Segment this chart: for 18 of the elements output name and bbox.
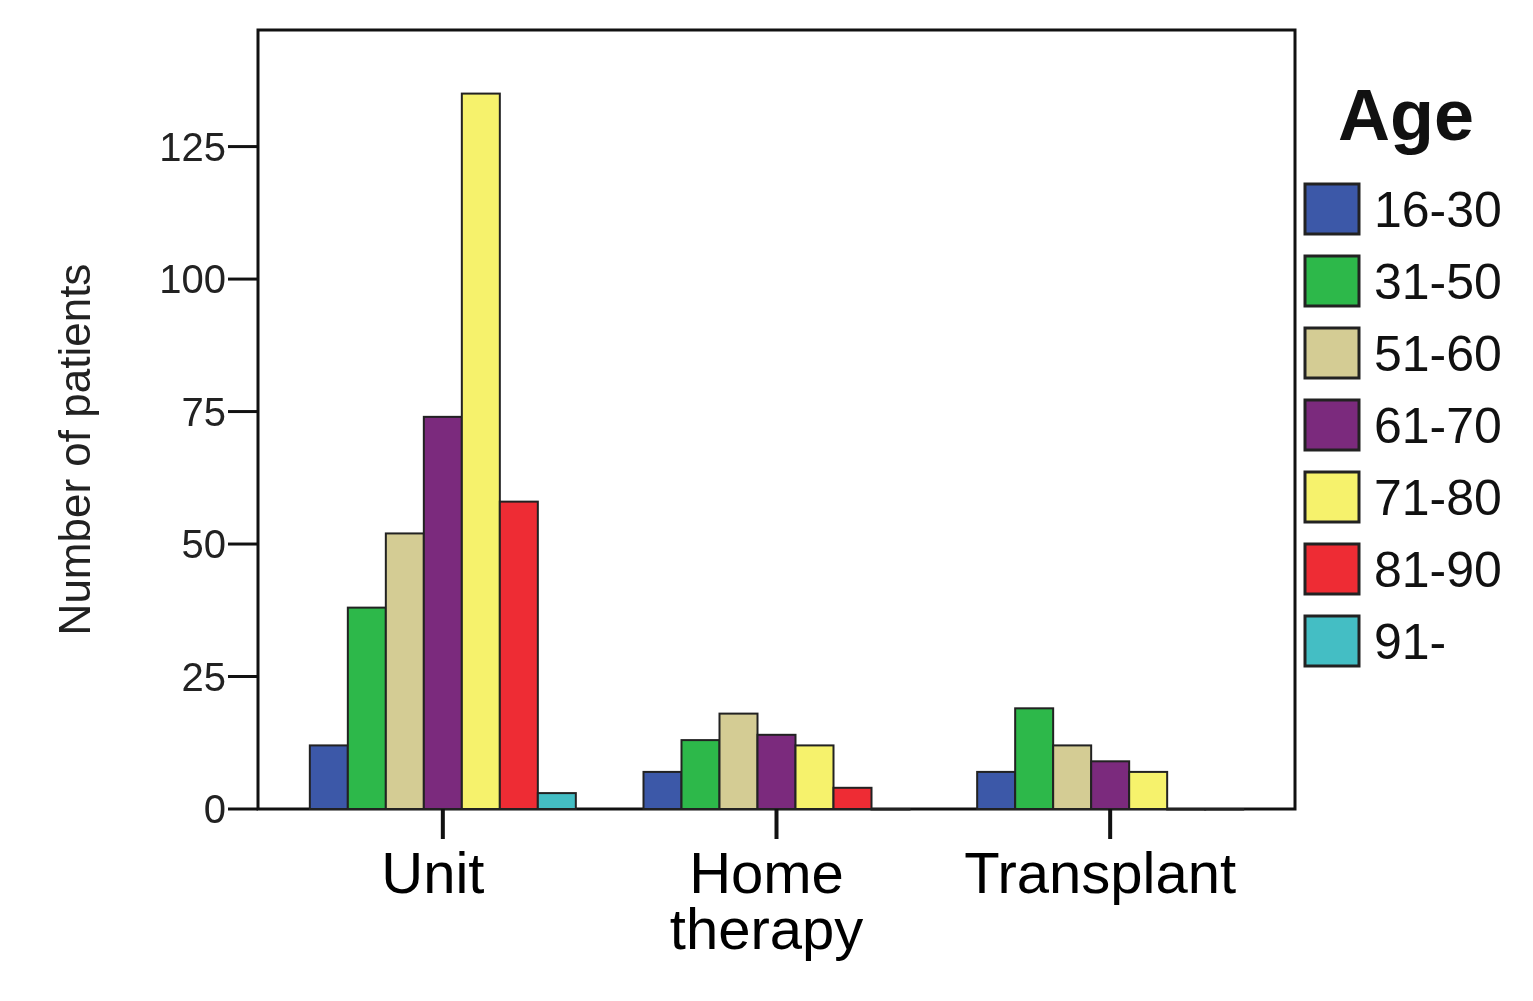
y-tick-label: 75 [181,389,226,434]
legend-label: 31-50 [1374,253,1502,310]
legend-label: 71-80 [1374,469,1502,526]
legend-label: 16-30 [1374,181,1502,238]
legend-label: 51-60 [1374,325,1502,382]
x-tick-label: Transplant [964,840,1237,905]
y-tick-label: 50 [181,522,226,567]
legend-label: 61-70 [1374,397,1502,454]
y-tick-label: 125 [159,124,226,169]
legend-title: Age [1338,75,1475,155]
y-tick-label: 0 [203,787,226,831]
x-tick-label: Home therapy [669,840,864,961]
y-tick-label: 100 [159,257,226,302]
legend-label: 81-90 [1374,541,1502,598]
x-tick-label: Unit [381,840,485,905]
y-axis-title: Number of patients [50,263,99,636]
legend-label: 91- [1374,613,1447,670]
y-tick-label: 25 [181,654,226,699]
